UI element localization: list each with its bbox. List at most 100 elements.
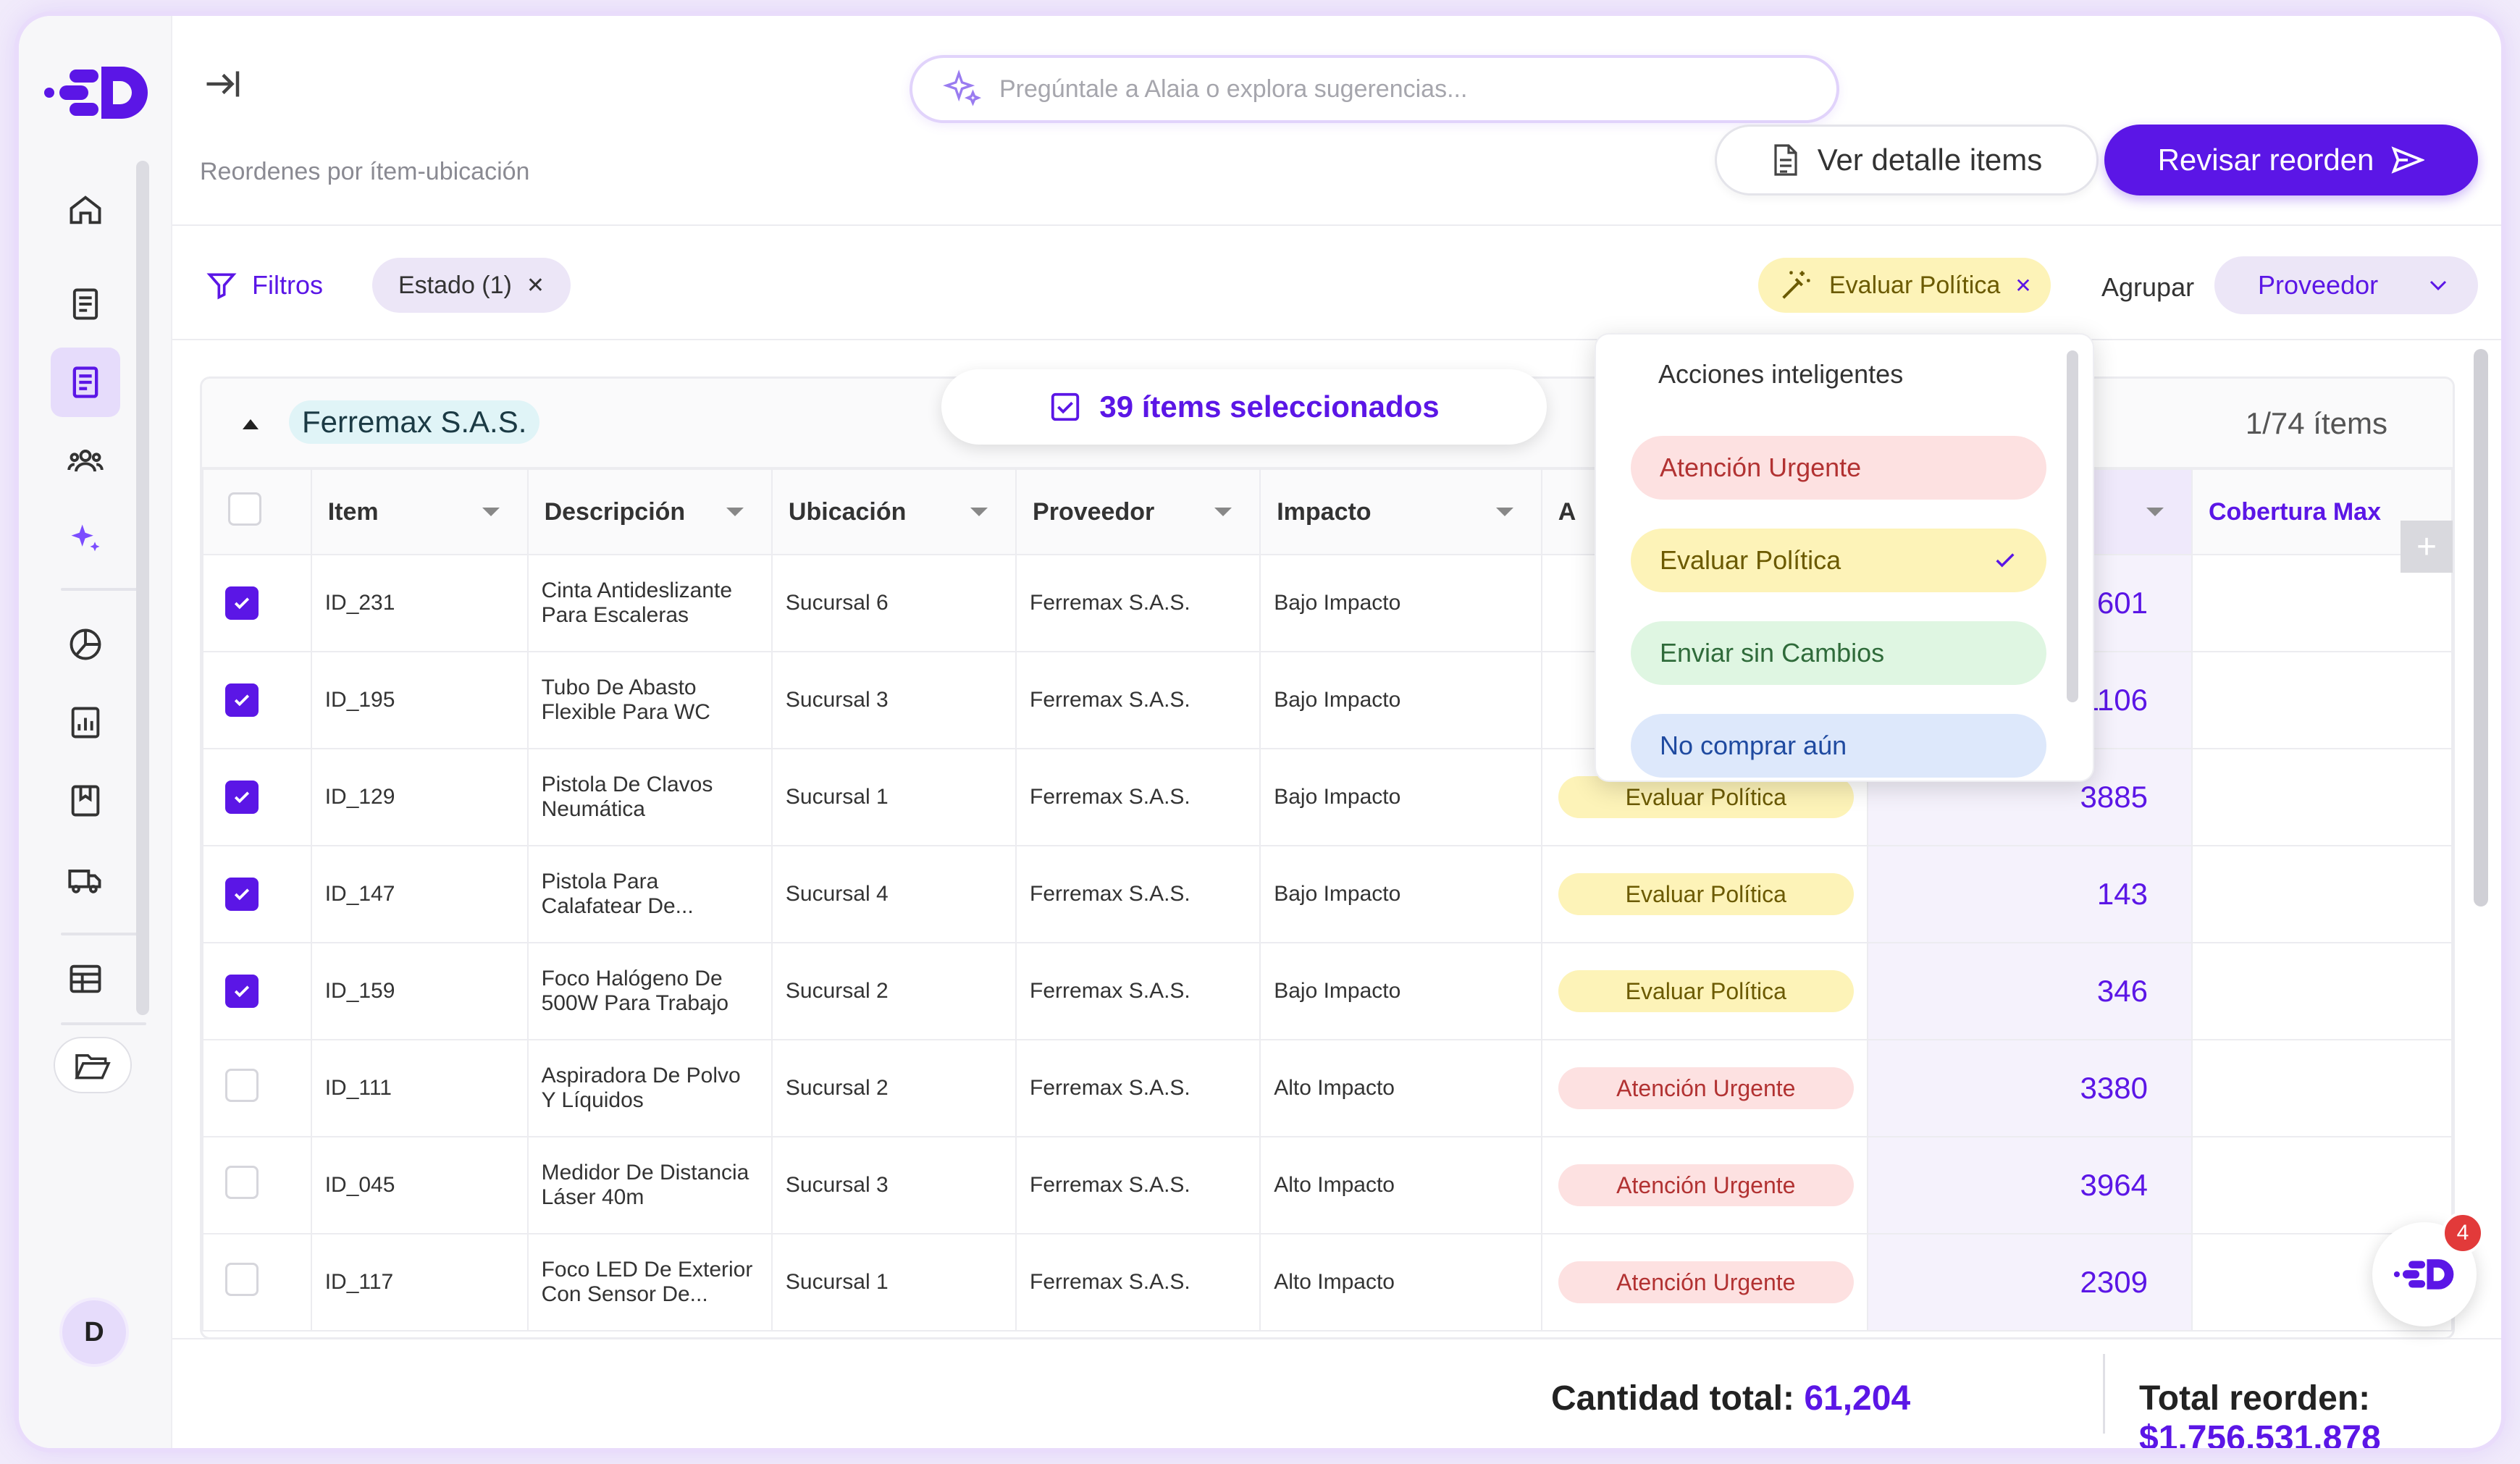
nav-pie-chart-icon[interactable] (51, 610, 120, 679)
group-name: Ferremax S.A.S. (289, 400, 540, 444)
sort-icon[interactable] (1214, 508, 1232, 516)
collapse-group-icon[interactable] (243, 419, 259, 429)
table-row[interactable]: ID_117 Foco LED De Exterior Con Sensor D… (202, 1233, 2453, 1332)
action-badge[interactable]: Evaluar Política (1558, 970, 1854, 1012)
menu-item[interactable]: No comprar aún (1631, 714, 2046, 778)
table-row[interactable]: ID_147 Pistola Para Calafatear De... Suc… (202, 845, 2453, 943)
action-badge[interactable]: Atención Urgente (1558, 1164, 1854, 1206)
evaluar-politica-chip[interactable]: Evaluar Política ✕ (1758, 258, 2051, 313)
add-column-button[interactable]: + (2401, 521, 2453, 573)
row-checkbox[interactable] (225, 683, 259, 717)
cell-descripcion: Medidor De Distancia Láser 40m (526, 1136, 773, 1234)
group-items-count: 1/74 ítems (2245, 406, 2387, 440)
sort-icon[interactable] (2146, 508, 2164, 516)
nav-divider (61, 933, 146, 935)
table-row[interactable]: ID_129 Pistola De Clavos Neumática Sucur… (202, 748, 2453, 846)
column-label: Descripción (544, 497, 686, 526)
nav-table-icon[interactable] (51, 944, 120, 1014)
cell-impacto: Bajo Impacto (1259, 651, 1542, 749)
remove-chip-icon[interactable]: ✕ (2015, 274, 2032, 297)
review-reorder-button[interactable]: Revisar reorden (2104, 125, 2478, 195)
ai-search-bar[interactable] (910, 55, 1839, 123)
column-header-item[interactable]: Item (310, 468, 529, 555)
action-badge[interactable]: Atención Urgente (1558, 1067, 1854, 1109)
estado-filter-chip[interactable]: Estado (1) ✕ (372, 258, 571, 313)
nav-bookmark-icon[interactable] (51, 766, 120, 836)
table-row[interactable]: ID_231 Cinta Antideslizante Para Escaler… (202, 554, 2453, 652)
row-checkbox[interactable] (225, 1263, 259, 1296)
column-label: Proveedor (1033, 497, 1155, 526)
row-checkbox[interactable] (225, 878, 259, 911)
cell-ubicacion: Sucursal 3 (770, 1136, 1017, 1234)
sidebar-scrollbar[interactable] (136, 161, 149, 1015)
check-icon (234, 888, 250, 901)
cell-accion: Evaluar Política (1540, 942, 1868, 1040)
remove-chip-icon[interactable]: ✕ (526, 273, 545, 298)
table-row[interactable]: ID_195 Tubo De Abasto Flexible Para WC S… (202, 651, 2453, 749)
table-row[interactable]: ID_111 Aspiradora De Polvo Y Líquidos Su… (202, 1039, 2453, 1137)
cell-cantidad[interactable]: 3380 (1866, 1039, 2193, 1137)
cell-impacto: Alto Impacto (1259, 1233, 1542, 1332)
cell-impacto: Bajo Impacto (1259, 748, 1542, 846)
total-quantity-value: 61,204 (1804, 1379, 1911, 1418)
sort-icon[interactable] (482, 508, 500, 516)
menu-item[interactable]: Atención Urgente (1631, 436, 2046, 500)
select-all-checkbox[interactable] (228, 492, 261, 526)
nav-truck-icon[interactable] (51, 846, 120, 915)
sort-icon[interactable] (1495, 508, 1513, 516)
sort-icon[interactable] (970, 508, 988, 516)
nav-home-icon[interactable] (51, 175, 120, 245)
menu-item[interactable]: Evaluar Política (1631, 529, 2046, 592)
totals-bar: Cantidad total: 61,204 Total reorden: $1… (172, 1338, 2501, 1448)
cell-accion: Atención Urgente (1540, 1136, 1868, 1234)
filters-button[interactable]: Filtros (206, 269, 323, 301)
action-badge[interactable]: Evaluar Política (1558, 873, 1854, 915)
content-scrollbar[interactable] (2474, 349, 2488, 906)
collapse-sidebar-icon[interactable] (201, 62, 245, 106)
review-reorder-label: Revisar reorden (2157, 143, 2374, 177)
action-badge[interactable]: Atención Urgente (1558, 1261, 1854, 1303)
row-select-cell (202, 1233, 312, 1332)
cell-cantidad[interactable]: 346 (1866, 942, 2193, 1040)
view-items-detail-label: Ver detalle items (1817, 143, 2043, 177)
nav-reorder-icon[interactable] (51, 348, 120, 417)
smart-actions-menu: Acciones inteligentes Atención Urgente Ev… (1595, 333, 2094, 782)
table-row[interactable]: ID_159 Foco Halógeno De 500W Para Trabaj… (202, 942, 2453, 1040)
group-by-select[interactable]: Proveedor (2214, 256, 2478, 314)
cell-descripcion: Foco LED De Exterior Con Sensor De... (526, 1233, 773, 1332)
column-header-descripcion[interactable]: Descripción (526, 468, 773, 555)
folder-button[interactable] (54, 1037, 132, 1093)
cell-descripcion: Cinta Antideslizante Para Escaleras (526, 554, 773, 652)
row-checkbox[interactable] (225, 975, 259, 1008)
search-input[interactable] (999, 75, 1796, 104)
selection-summary[interactable]: 39 ítems seleccionados (941, 369, 1547, 445)
row-checkbox[interactable] (225, 586, 259, 620)
menu-scrollbar[interactable] (2067, 350, 2078, 702)
cell-impacto: Bajo Impacto (1259, 554, 1542, 652)
nav-bar-chart-icon[interactable] (51, 688, 120, 757)
column-header-ubicacion[interactable]: Ubicación (770, 468, 1017, 555)
row-checkbox[interactable] (225, 1069, 259, 1102)
cell-item: ID_231 (310, 554, 529, 652)
cell-cantidad[interactable]: 2309 (1866, 1233, 2193, 1332)
nav-users-icon[interactable] (51, 426, 120, 495)
cell-cantidad[interactable]: 3964 (1866, 1136, 2193, 1234)
nav-ai-sparkle-icon[interactable] (51, 504, 120, 573)
cell-cobertura (2191, 1136, 2453, 1234)
cell-cantidad[interactable]: 143 (1866, 845, 2193, 943)
menu-item[interactable]: Enviar sin Cambios (1631, 621, 2046, 685)
cell-ubicacion: Sucursal 2 (770, 942, 1017, 1040)
user-avatar[interactable]: D (59, 1297, 129, 1367)
action-badge[interactable]: Evaluar Política (1558, 776, 1854, 818)
view-items-detail-button[interactable]: Ver detalle items (1715, 125, 2099, 195)
row-checkbox[interactable] (225, 1166, 259, 1199)
column-header-impacto[interactable]: Impacto (1259, 468, 1542, 555)
row-select-cell (202, 748, 312, 846)
nav-document-icon[interactable] (51, 269, 120, 339)
column-header-proveedor[interactable]: Proveedor (1015, 468, 1261, 555)
cell-cobertura (2191, 748, 2453, 846)
row-checkbox[interactable] (225, 781, 259, 814)
sort-icon[interactable] (726, 508, 744, 516)
table-row[interactable]: ID_045 Medidor De Distancia Láser 40m Su… (202, 1136, 2453, 1234)
total-quantity-label: Cantidad total: (1551, 1379, 1794, 1418)
